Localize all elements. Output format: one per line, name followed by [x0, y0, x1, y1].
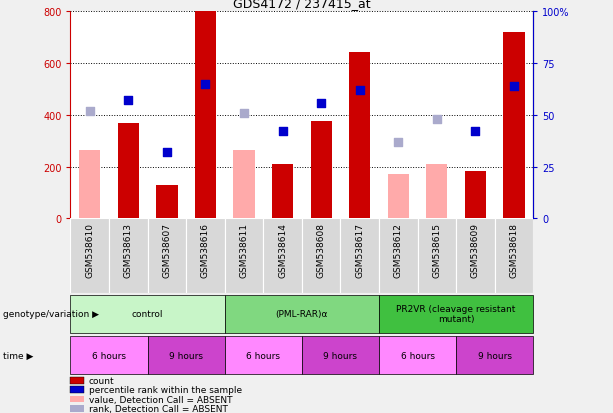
Text: rank, Detection Call = ABSENT: rank, Detection Call = ABSENT: [89, 404, 228, 413]
Point: [471, 129, 481, 135]
Bar: [225, 219, 264, 293]
Point: [123, 98, 133, 104]
Bar: [70, 219, 109, 293]
Point: [278, 129, 287, 135]
Point: [394, 139, 403, 146]
Text: GSM538617: GSM538617: [356, 223, 364, 278]
Point: [509, 83, 519, 90]
Bar: [495, 219, 533, 293]
Text: control: control: [132, 309, 164, 318]
Bar: [70, 387, 84, 393]
Bar: [225, 295, 379, 333]
Bar: [311, 122, 332, 219]
Bar: [156, 185, 178, 219]
Bar: [148, 219, 186, 293]
Text: percentile rank within the sample: percentile rank within the sample: [89, 385, 242, 394]
Text: GSM538609: GSM538609: [471, 223, 480, 278]
Bar: [79, 150, 101, 219]
Bar: [234, 150, 254, 219]
Bar: [225, 336, 302, 374]
Point: [432, 116, 442, 123]
Text: GSM538607: GSM538607: [162, 223, 172, 278]
Bar: [302, 336, 379, 374]
Text: (PML-RAR)α: (PML-RAR)α: [276, 309, 328, 318]
Bar: [387, 175, 409, 219]
Text: value, Detection Call = ABSENT: value, Detection Call = ABSENT: [89, 394, 232, 404]
Bar: [379, 295, 533, 333]
Bar: [417, 219, 456, 293]
Text: 9 hours: 9 hours: [478, 351, 512, 360]
Point: [85, 108, 94, 115]
Bar: [70, 295, 225, 333]
Text: GSM538613: GSM538613: [124, 223, 133, 278]
Bar: [379, 336, 456, 374]
Point: [355, 88, 365, 94]
Text: GSM538618: GSM538618: [509, 223, 519, 278]
Text: GSM538610: GSM538610: [85, 223, 94, 278]
Text: GSM538616: GSM538616: [201, 223, 210, 278]
Title: GDS4172 / 237415_at: GDS4172 / 237415_at: [233, 0, 371, 10]
Text: PR2VR (cleavage resistant
mutant): PR2VR (cleavage resistant mutant): [397, 304, 516, 323]
Text: GSM538608: GSM538608: [317, 223, 326, 278]
Bar: [503, 33, 525, 219]
Text: 6 hours: 6 hours: [92, 351, 126, 360]
Bar: [349, 52, 370, 219]
Bar: [70, 336, 148, 374]
Bar: [186, 219, 225, 293]
Point: [239, 110, 249, 117]
Text: GSM538611: GSM538611: [240, 223, 248, 278]
Bar: [302, 219, 340, 293]
Bar: [456, 336, 533, 374]
Point: [162, 150, 172, 156]
Bar: [379, 219, 417, 293]
Bar: [340, 219, 379, 293]
Point: [200, 81, 210, 88]
Text: 9 hours: 9 hours: [324, 351, 357, 360]
Text: time ▶: time ▶: [3, 351, 34, 360]
Text: GSM538615: GSM538615: [432, 223, 441, 278]
Bar: [426, 165, 447, 219]
Bar: [70, 396, 84, 402]
Point: [316, 100, 326, 107]
Bar: [118, 123, 139, 219]
Bar: [70, 405, 84, 412]
Bar: [109, 219, 148, 293]
Text: GSM538614: GSM538614: [278, 223, 287, 278]
Bar: [456, 219, 495, 293]
Bar: [272, 165, 293, 219]
Text: 6 hours: 6 hours: [401, 351, 435, 360]
Text: 6 hours: 6 hours: [246, 351, 280, 360]
Text: genotype/variation ▶: genotype/variation ▶: [3, 309, 99, 318]
Bar: [264, 219, 302, 293]
Text: count: count: [89, 376, 115, 385]
Text: GSM538612: GSM538612: [394, 223, 403, 278]
Bar: [465, 171, 486, 219]
Bar: [195, 12, 216, 219]
Bar: [70, 377, 84, 384]
Bar: [148, 336, 225, 374]
Text: 9 hours: 9 hours: [169, 351, 203, 360]
